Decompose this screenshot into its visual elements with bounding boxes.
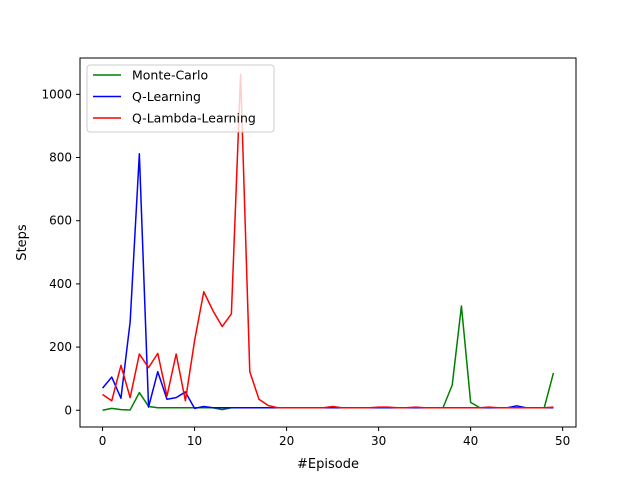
legend-box — [86, 64, 275, 133]
y-tick-label: 400 — [49, 277, 72, 291]
y-axis-label: Steps — [15, 224, 30, 261]
x-tick-label: 50 — [555, 434, 570, 448]
x-tick-label: 0 — [99, 434, 107, 448]
y-tick-label: 200 — [49, 340, 72, 354]
x-tick-label: 10 — [187, 434, 202, 448]
y-axis: 0 200 400 600 800 1000 — [41, 87, 80, 417]
x-axis-label: #Episode — [297, 457, 359, 472]
y-tick-label: 0 — [64, 403, 72, 417]
y-tick-label: 600 — [49, 214, 72, 228]
legend-label-q-lambda-learning: Q-Lambda-Learning — [132, 111, 256, 126]
legend-label-q-learning: Q-Learning — [132, 89, 201, 104]
x-tick-label: 20 — [279, 434, 294, 448]
legend-label-monte-carlo: Monte-Carlo — [132, 68, 208, 83]
plot-frame — [79, 57, 577, 428]
x-tick-label: 30 — [371, 434, 386, 448]
series-line-q-lambda-learning — [102, 73, 554, 409]
y-tick-label: 1000 — [41, 87, 72, 101]
y-tick-label: 800 — [49, 151, 72, 165]
x-axis: 0 10 20 30 40 50 — [99, 427, 570, 448]
plot-lines — [101, 73, 555, 411]
x-tick-label: 40 — [463, 434, 478, 448]
legend: Monte-Carlo Q-Learning Q-Lambda-Learning — [86, 64, 275, 133]
